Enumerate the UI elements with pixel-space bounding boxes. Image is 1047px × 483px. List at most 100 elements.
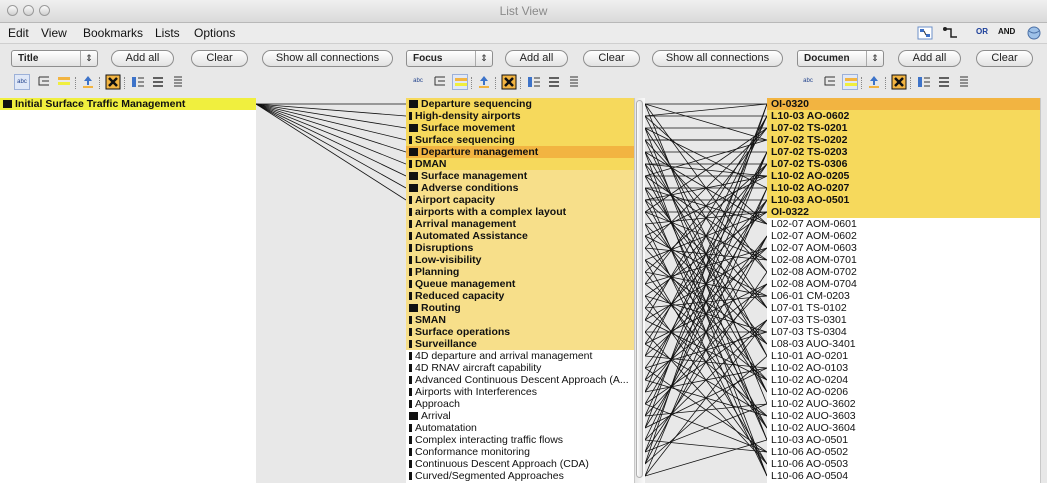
- upload-icon[interactable]: [80, 74, 96, 90]
- list-item[interactable]: OI-0320: [767, 98, 1040, 110]
- list-item[interactable]: L10-01 AO-0201: [767, 350, 1040, 362]
- align-left-icon[interactable]: [526, 74, 542, 90]
- list-item[interactable]: SMAN: [406, 314, 634, 326]
- list-item[interactable]: 4D RNAV aircraft capability: [406, 362, 634, 374]
- list-item[interactable]: Automatation: [406, 422, 634, 434]
- list-item[interactable]: L07-03 TS-0301: [767, 314, 1040, 326]
- minimize-window-button[interactable]: [23, 5, 34, 16]
- list-item[interactable]: Complex interacting traffic flows: [406, 434, 634, 446]
- zoom-window-button[interactable]: [39, 5, 50, 16]
- globe-icon[interactable]: [1026, 26, 1042, 40]
- list-item[interactable]: L10-02 AO-0207: [767, 182, 1040, 194]
- scroll-thumb[interactable]: [636, 100, 643, 478]
- list-item[interactable]: L10-03 AO-0501: [767, 434, 1040, 446]
- list-item[interactable]: L10-02 AO-0204: [767, 374, 1040, 386]
- sort-alpha-icon[interactable]: abc: [803, 78, 813, 84]
- list-item[interactable]: Continuous Descent Approach (CDA): [406, 458, 634, 470]
- list-type-select-document[interactable]: Documen ⇕: [797, 50, 884, 67]
- or-toggle[interactable]: OR: [976, 27, 988, 36]
- list-item[interactable]: L10-06 AO-0504: [767, 470, 1040, 482]
- list-item[interactable]: L10-03 AO-0501: [767, 194, 1040, 206]
- tree-icon[interactable]: [36, 74, 52, 90]
- list-item[interactable]: L02-08 AOM-0702: [767, 266, 1040, 278]
- list-item[interactable]: Surface operations: [406, 326, 634, 338]
- list-item[interactable]: L02-08 AOM-0701: [767, 254, 1040, 266]
- list-item[interactable]: L10-06 AO-0502: [767, 446, 1040, 458]
- list-item[interactable]: OI-0322: [767, 206, 1040, 218]
- list-item[interactable]: L07-01 TS-0102: [767, 302, 1040, 314]
- list-icon[interactable]: [150, 74, 166, 90]
- list-type-select-title[interactable]: Title ⇕: [11, 50, 98, 67]
- list-item[interactable]: L10-02 AUO-3604: [767, 422, 1040, 434]
- highlight-icon[interactable]: [56, 74, 72, 90]
- list-icon[interactable]: [936, 74, 952, 90]
- list-item[interactable]: L07-02 TS-0201: [767, 122, 1040, 134]
- add-all-button[interactable]: Add all: [898, 50, 961, 67]
- list-item[interactable]: DMAN: [406, 158, 634, 170]
- list-item[interactable]: Arrival: [406, 410, 634, 422]
- list-item[interactable]: Disruptions: [406, 242, 634, 254]
- list-item[interactable]: Departure management: [406, 146, 634, 158]
- list-item[interactable]: L10-02 AUO-3602: [767, 398, 1040, 410]
- focus-list-scrollbar[interactable]: [634, 98, 645, 483]
- tree-icon[interactable]: [432, 74, 448, 90]
- list-item[interactable]: Airports with Interferences: [406, 386, 634, 398]
- list-item[interactable]: L07-03 TS-0304: [767, 326, 1040, 338]
- list-item[interactable]: L02-07 AOM-0603: [767, 242, 1040, 254]
- list-item[interactable]: L10-02 AO-0103: [767, 362, 1040, 374]
- list-item[interactable]: High-density airports: [406, 110, 634, 122]
- align-left-icon[interactable]: [130, 74, 146, 90]
- list-item[interactable]: Surface movement: [406, 122, 634, 134]
- list-item[interactable]: Surface management: [406, 170, 634, 182]
- list-item[interactable]: airports with a complex layout: [406, 206, 634, 218]
- clear-selection-icon[interactable]: [105, 74, 121, 90]
- clear-button[interactable]: Clear: [976, 50, 1033, 67]
- list-item[interactable]: 4D departure and arrival management: [406, 350, 634, 362]
- list-item[interactable]: L07-02 TS-0203: [767, 146, 1040, 158]
- list-item[interactable]: Arrival management: [406, 218, 634, 230]
- menu-options[interactable]: Options: [194, 26, 236, 40]
- clear-button[interactable]: Clear: [583, 50, 640, 67]
- show-all-connections-button[interactable]: Show all connections: [652, 50, 783, 67]
- list-item[interactable]: Low-visibility: [406, 254, 634, 266]
- list-item[interactable]: Airport capacity: [406, 194, 634, 206]
- add-all-button[interactable]: Add all: [505, 50, 568, 67]
- list-item[interactable]: L10-02 AO-0206: [767, 386, 1040, 398]
- list-item[interactable]: L10-06 AO-0503: [767, 458, 1040, 470]
- list-item[interactable]: Automated Assistance: [406, 230, 634, 242]
- sort-alpha-icon[interactable]: abc: [14, 74, 30, 90]
- list-item[interactable]: L02-07 AOM-0602: [767, 230, 1040, 242]
- list-item[interactable]: Planning: [406, 266, 634, 278]
- list-item[interactable]: Curved/Segmented Approaches: [406, 470, 634, 482]
- align-left-icon[interactable]: [916, 74, 932, 90]
- close-window-button[interactable]: [7, 5, 18, 16]
- list-item[interactable]: L08-03 AUO-3401: [767, 338, 1040, 350]
- menu-bookmarks[interactable]: Bookmarks: [83, 26, 144, 40]
- list-item[interactable]: Queue management: [406, 278, 634, 290]
- list-item[interactable]: L07-02 TS-0202: [767, 134, 1040, 146]
- list-item[interactable]: Advanced Continuous Descent Approach (A.…: [406, 374, 634, 386]
- upload-icon[interactable]: [866, 74, 882, 90]
- list-icon[interactable]: [546, 74, 562, 90]
- list-item[interactable]: L06-01 CM-0203: [767, 290, 1040, 302]
- list-item[interactable]: L10-02 AO-0205: [767, 170, 1040, 182]
- menu-view[interactable]: View: [41, 26, 67, 40]
- list-item[interactable]: Surveillance: [406, 338, 634, 350]
- clear-button[interactable]: Clear: [191, 50, 248, 67]
- show-all-connections-button[interactable]: Show all connections: [262, 50, 393, 67]
- list-item[interactable]: Routing: [406, 302, 634, 314]
- clear-selection-icon[interactable]: [501, 74, 517, 90]
- list-item[interactable]: Surface sequencing: [406, 134, 634, 146]
- menu-edit[interactable]: Edit: [8, 26, 29, 40]
- sort-alpha-icon[interactable]: abc: [413, 78, 423, 84]
- list-item[interactable]: L02-07 AOM-0601: [767, 218, 1040, 230]
- list-compact-icon[interactable]: [956, 74, 972, 90]
- tree-icon[interactable]: [822, 74, 838, 90]
- list-item[interactable]: L10-02 AUO-3603: [767, 410, 1040, 422]
- highlight-icon[interactable]: [842, 74, 858, 90]
- clear-selection-icon[interactable]: [891, 74, 907, 90]
- list-item[interactable]: Adverse conditions: [406, 182, 634, 194]
- list-item[interactable]: Conformance monitoring: [406, 446, 634, 458]
- list-item[interactable]: Approach: [406, 398, 634, 410]
- list-item[interactable]: Reduced capacity: [406, 290, 634, 302]
